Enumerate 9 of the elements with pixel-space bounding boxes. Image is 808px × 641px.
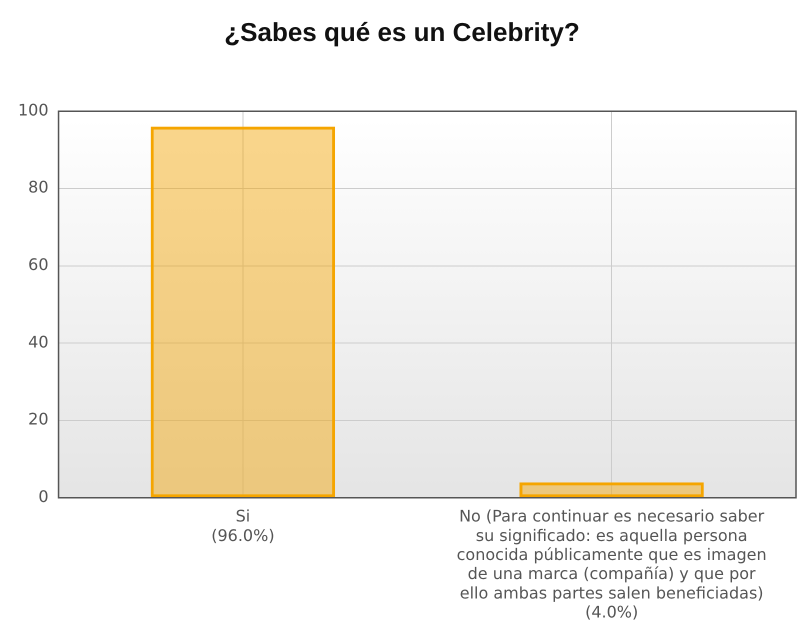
y-tick-label: 0 (38, 486, 49, 506)
x-tick-label: Si (96.0%) (211, 506, 275, 545)
y-tick-label: 100 (18, 100, 49, 120)
y-tick-label: 40 (28, 332, 49, 352)
y-tick-label: 80 (28, 178, 49, 197)
y-tick-label: 60 (28, 254, 49, 274)
x-tick-label: No (Para continuar es necesario saber su significado: es aquella persona conocida públicamente que es imagen de una marca (compañía) y que por ello ambas partes salen beneficiadas) (4.0%) (456, 506, 767, 622)
chart-title: ¿Sabes qué es un Celebrity? (224, 16, 580, 47)
y-tick-label: 20 (28, 410, 49, 429)
